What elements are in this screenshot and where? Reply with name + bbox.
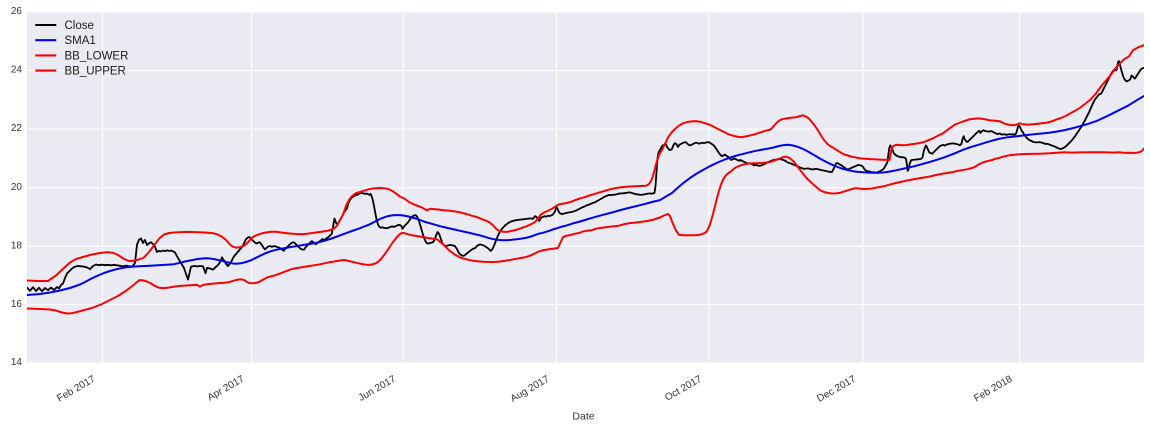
svg-text:14: 14 <box>11 357 23 368</box>
svg-text:26: 26 <box>11 6 23 17</box>
svg-text:SMA1: SMA1 <box>65 35 96 47</box>
svg-text:22: 22 <box>11 123 23 134</box>
svg-text:20: 20 <box>11 182 23 193</box>
svg-text:BB_LOWER: BB_LOWER <box>65 50 129 62</box>
svg-text:24: 24 <box>11 65 23 76</box>
svg-text:BB_UPPER: BB_UPPER <box>65 66 126 78</box>
svg-text:Close: Close <box>65 20 94 32</box>
svg-text:16: 16 <box>11 299 23 310</box>
svg-text:Date: Date <box>572 411 594 423</box>
svg-text:18: 18 <box>11 241 23 252</box>
